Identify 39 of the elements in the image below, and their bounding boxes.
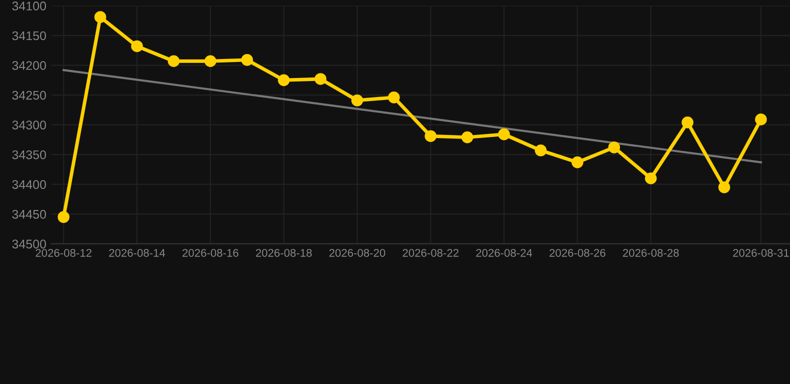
y-tick-label: 34450 (12, 210, 46, 219)
point (94, 11, 106, 23)
point (682, 116, 694, 128)
x-tick-label: 2026-08-16 (182, 248, 238, 257)
y-tick-label: 34400 (12, 180, 46, 189)
x-tick-label: 2026-08-22 (402, 248, 458, 257)
point (314, 73, 326, 85)
point (168, 55, 180, 68)
point (424, 130, 437, 142)
point (755, 114, 767, 126)
y-tick-label: 34200 (12, 61, 46, 70)
y-tick-label: 34350 (12, 150, 46, 160)
point (241, 54, 254, 66)
point (351, 94, 364, 106)
x-tick-label: 2026-08-24 (476, 248, 532, 257)
x-tick-label: 2026-08-12 (36, 248, 92, 257)
point (204, 55, 216, 68)
point (608, 142, 620, 154)
point (534, 144, 547, 156)
point (278, 74, 290, 86)
x-tick-label: 2026-08-31 (733, 248, 789, 257)
point (131, 40, 143, 52)
x-tick-label: 2026-08-28 (622, 248, 679, 257)
point (58, 211, 70, 223)
point (461, 131, 474, 144)
y-tick-label: 34300 (12, 120, 46, 130)
y-tick-label: 34500 (12, 240, 46, 248)
point (388, 92, 400, 104)
y-tick-label: 34250 (12, 90, 46, 100)
x-tick-label: 2026-08-18 (256, 248, 312, 257)
y-tick-label: 34100 (12, 2, 46, 10)
x-tick-label: 2026-08-26 (550, 248, 606, 257)
x-tick-label: 2026-08-20 (329, 248, 386, 257)
y-tick-label: 34150 (12, 31, 46, 40)
point (498, 128, 510, 140)
point (718, 181, 730, 194)
point (644, 172, 657, 184)
x-tick-label: 2026-08-14 (109, 248, 166, 257)
point (572, 156, 584, 168)
